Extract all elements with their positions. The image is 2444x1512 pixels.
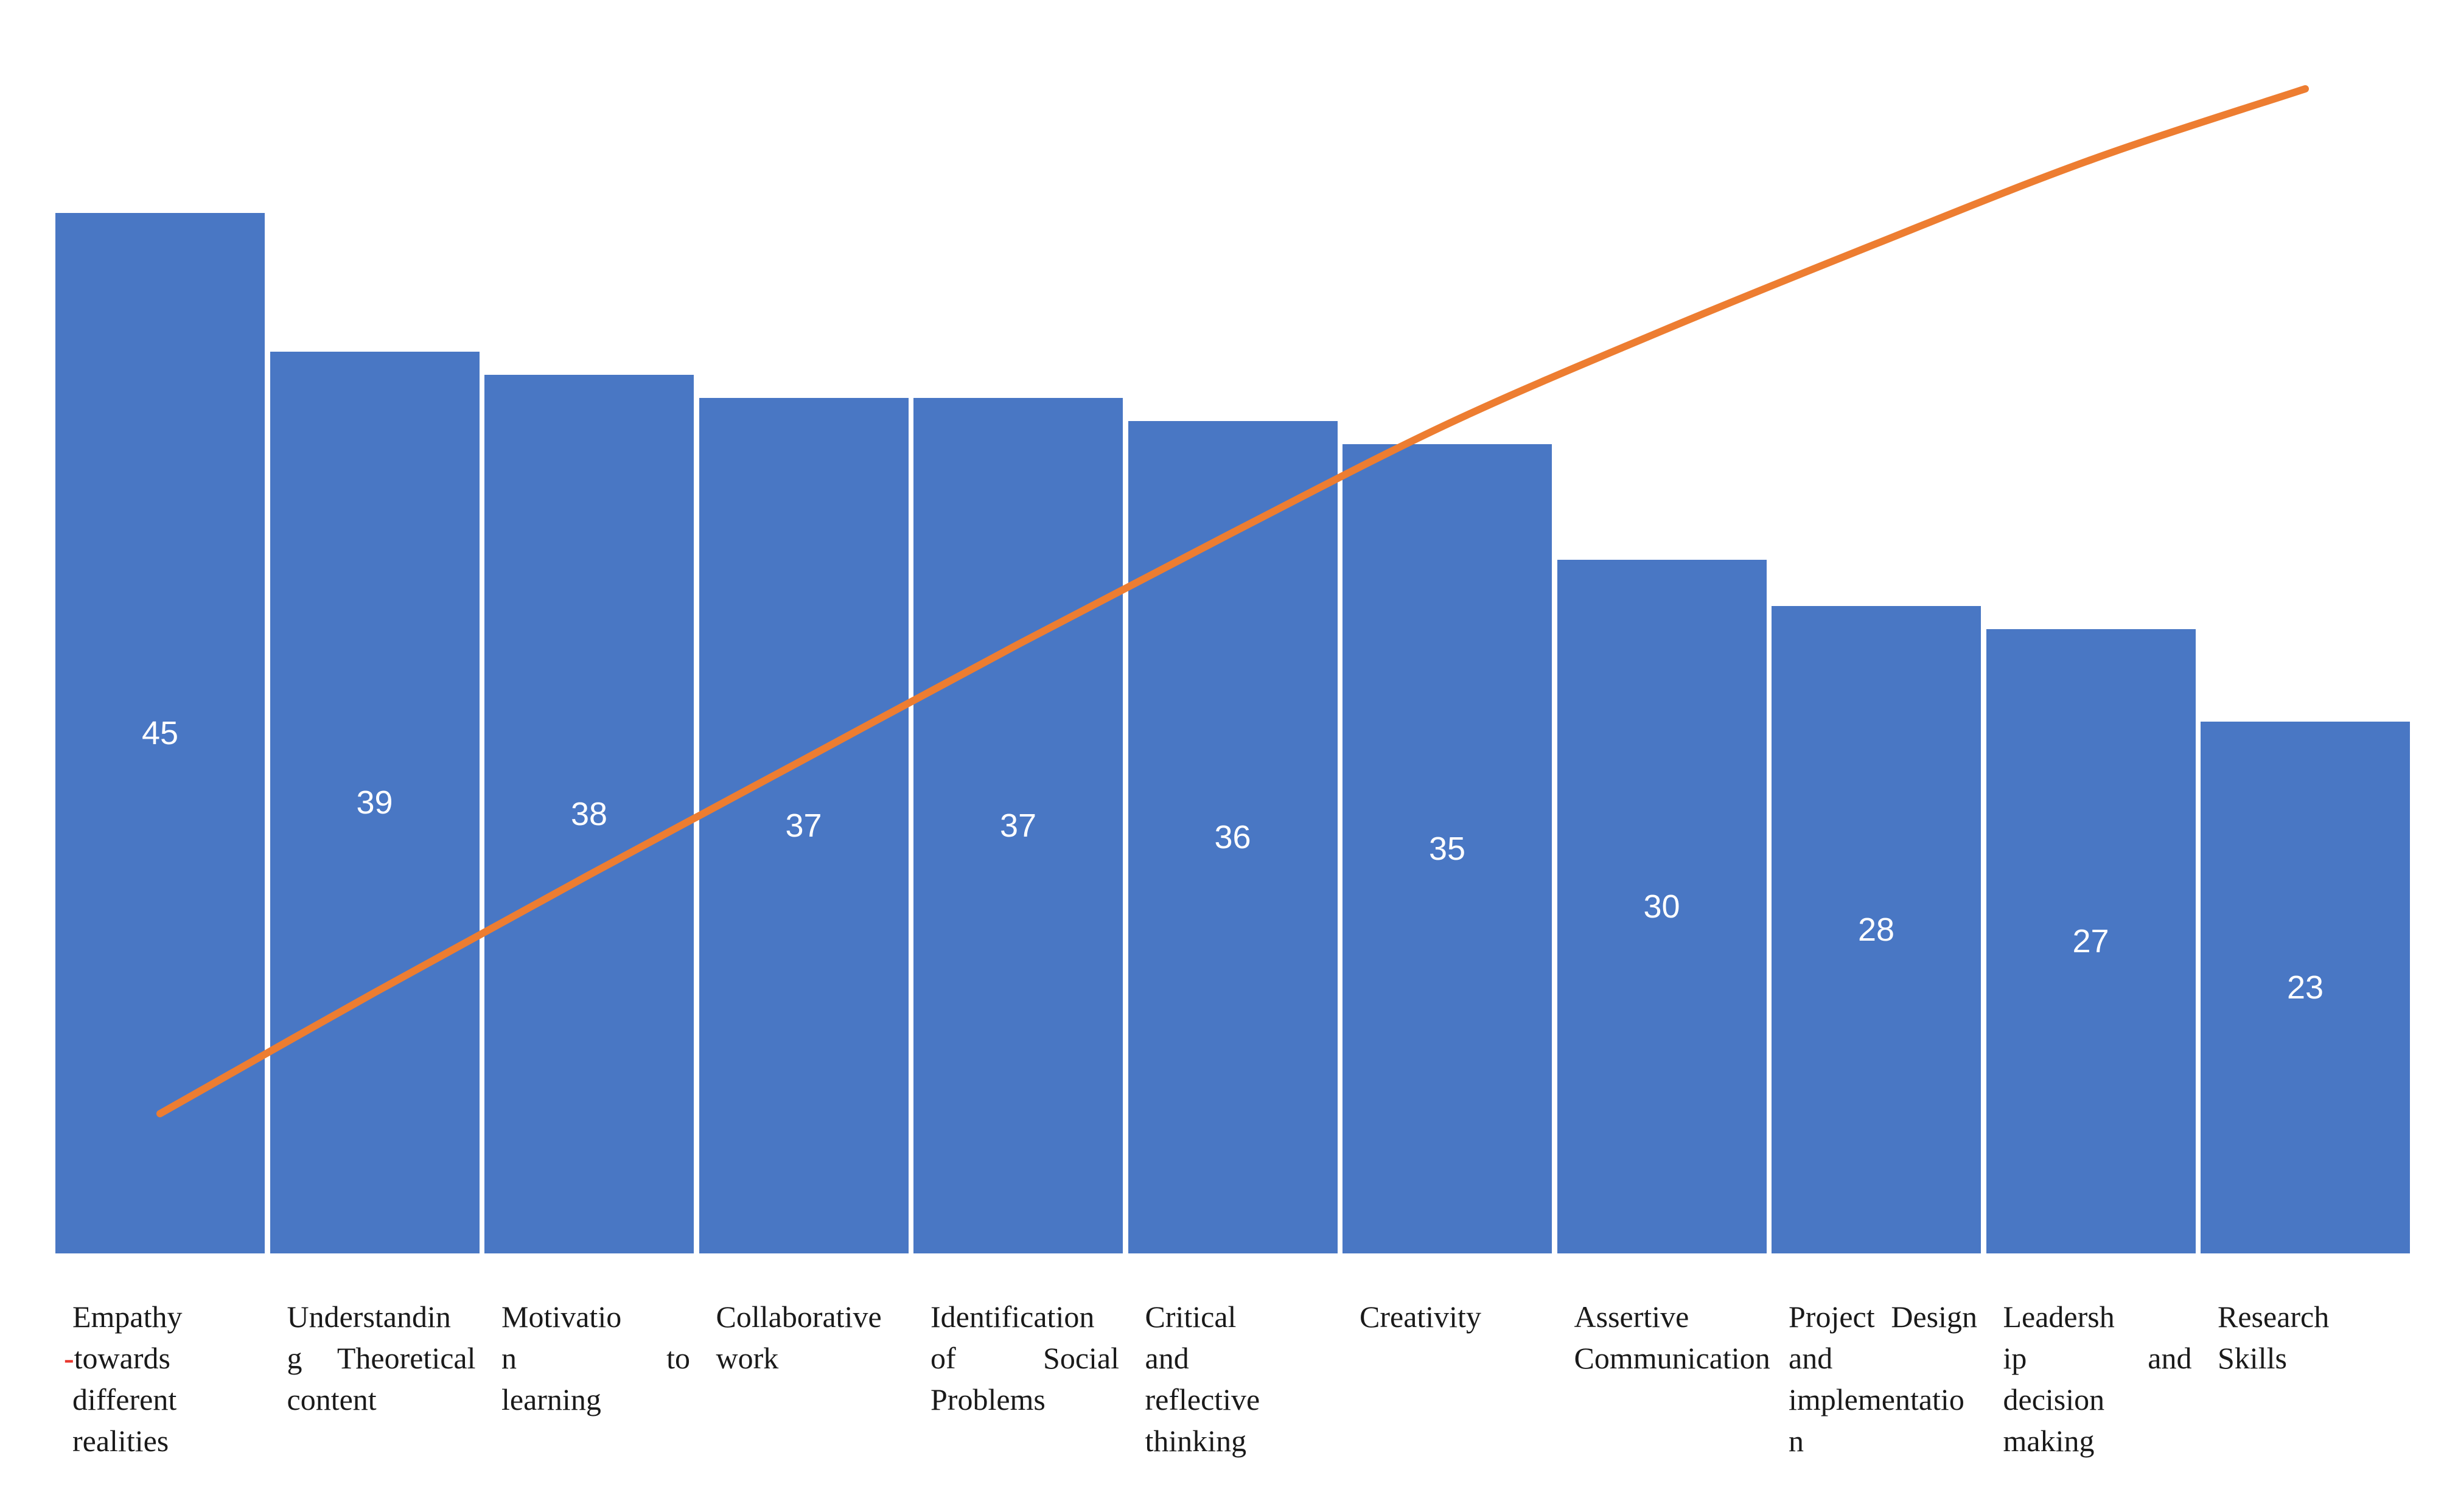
category-label-word: of	[930, 1341, 956, 1375]
category-label: Leadersh ip and decision making	[2003, 1296, 2192, 1461]
category-label-line: Problems	[930, 1382, 1046, 1416]
category-label: Understandin g Theoretical content	[287, 1296, 476, 1420]
category-label-line: learning	[501, 1382, 601, 1416]
bar-value-label: 37	[785, 807, 822, 844]
category-label-line: and	[1789, 1341, 1833, 1375]
category-label-line: of Social	[930, 1337, 1119, 1379]
category-label: Collaborative work	[716, 1296, 905, 1379]
bar	[1772, 606, 1981, 1253]
category-label-line: reflective	[1145, 1382, 1260, 1416]
bar-value-label: 39	[356, 784, 393, 821]
category-label-line: Critical	[1145, 1300, 1237, 1334]
category-label-line: thinking	[1145, 1424, 1247, 1458]
category-label-line: Creativity	[1360, 1300, 1481, 1334]
category-label-line: n to	[501, 1337, 690, 1379]
bar-value-label: 23	[2286, 969, 2324, 1006]
category-label-line: Communication	[1574, 1341, 1770, 1375]
category-label: Assertive Communication	[1574, 1296, 1770, 1379]
category-label-word: to	[666, 1341, 690, 1375]
category-label-line: Leadersh	[2003, 1300, 2115, 1334]
bar-value-label: 30	[1643, 888, 1680, 925]
category-label-line: decision	[2003, 1382, 2105, 1416]
category-label-line: work	[716, 1341, 779, 1375]
category-label: Project Design and implementatio n	[1789, 1296, 1977, 1461]
category-label: Critical and reflective thinking	[1145, 1296, 1334, 1461]
bar-value-label: 45	[141, 715, 179, 751]
category-label-line: Identification	[930, 1300, 1095, 1334]
category-label-line: different	[72, 1382, 177, 1416]
bar	[1128, 421, 1338, 1253]
bar	[55, 213, 265, 1253]
bar	[484, 375, 694, 1253]
bar-value-label: 38	[570, 796, 608, 832]
category-label-word: Social	[1043, 1341, 1119, 1375]
category-label-line: Project Design	[1789, 1296, 1977, 1337]
bar	[2201, 722, 2410, 1253]
bar-value-label: 37	[999, 807, 1037, 844]
bar	[913, 398, 1123, 1253]
cumulative-line	[156, 85, 2309, 1118]
category-label-line: ip and	[2003, 1337, 2192, 1379]
bar	[1342, 444, 1552, 1253]
category-label-word: Project	[1789, 1300, 1875, 1334]
category-label-line: n	[1789, 1424, 1804, 1458]
bar-value-label: 27	[2072, 923, 2109, 960]
category-label-word: n	[501, 1341, 517, 1375]
bar	[699, 398, 909, 1253]
bar-value-label: 35	[1428, 831, 1466, 867]
category-label-line: Empathy	[72, 1300, 183, 1334]
bar-value-label: 36	[1214, 819, 1251, 855]
category-label-line: Motivatio	[501, 1300, 622, 1334]
category-label-word: Theoretical	[337, 1341, 476, 1375]
category-label: Empathy -towards different realities	[64, 1296, 261, 1461]
category-label-line: Skills	[2218, 1341, 2287, 1375]
category-label: Identification of Social Problems	[930, 1296, 1119, 1420]
category-label-line: Collaborative	[716, 1300, 882, 1334]
bar	[1986, 629, 2196, 1253]
category-label-line: and	[1145, 1341, 1189, 1375]
category-label: Creativity	[1360, 1296, 1548, 1337]
category-label-line: making	[2003, 1424, 2095, 1458]
category-label: Motivatio n to learning	[501, 1296, 690, 1420]
category-label-word: and	[2148, 1341, 2192, 1375]
category-label-line: g Theoretical	[287, 1337, 476, 1379]
category-label-word: g	[287, 1341, 302, 1375]
category-label-line: Research	[2218, 1300, 2330, 1334]
category-label-line: Understandin	[287, 1300, 451, 1334]
bar	[1557, 560, 1767, 1253]
category-label-line: Assertive	[1574, 1300, 1689, 1334]
category-label: Research Skills	[2218, 1296, 2406, 1379]
category-label-line: implementatio	[1789, 1382, 1964, 1416]
category-label-line: content	[287, 1382, 377, 1416]
bar-value-label: 28	[1857, 911, 1895, 948]
category-label-word: Design	[1891, 1300, 1977, 1334]
category-label-line: -towards	[64, 1341, 170, 1375]
category-label-word: ip	[2003, 1341, 2027, 1375]
red-hyphen-mark: -	[64, 1341, 74, 1375]
category-label-line: realities	[72, 1424, 169, 1458]
bar	[270, 352, 480, 1253]
